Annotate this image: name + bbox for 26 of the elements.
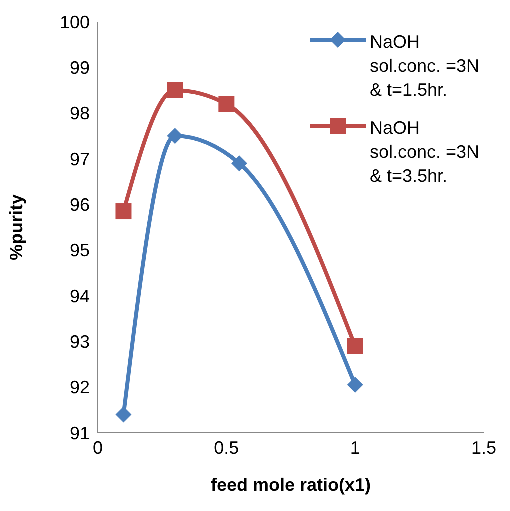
- y-tick-label: 92: [70, 378, 90, 398]
- y-tick-label: 95: [70, 240, 90, 261]
- point: [167, 128, 184, 144]
- x-tick-label: 1: [350, 438, 360, 458]
- y-tick-label: 97: [70, 149, 90, 170]
- point: [347, 338, 364, 354]
- x-axis-title: feed mole ratio(x1): [210, 475, 372, 495]
- point: [116, 204, 132, 220]
- x-tick-label: 1.5: [471, 438, 497, 458]
- point: [232, 156, 248, 172]
- y-axis-title: %purity: [6, 194, 26, 261]
- y-tick-label: 99: [70, 58, 90, 78]
- y-tick-label: 91: [70, 423, 90, 444]
- point: [347, 377, 364, 394]
- x-tick-label: 0.5: [214, 438, 240, 458]
- point: [218, 96, 235, 112]
- y-tick-label: 94: [70, 286, 90, 306]
- x-tick-label: 0: [92, 438, 104, 458]
- point: [116, 406, 132, 423]
- legend-label: NaOH sol.conc. =3N & t=3.5hr.: [370, 117, 480, 188]
- y-tick-label: 96: [70, 195, 90, 216]
- y-tick-label: 100: [60, 12, 90, 32]
- y-tick-label: 98: [70, 104, 90, 124]
- point: [167, 82, 184, 98]
- y-tick-label: 93: [70, 332, 90, 352]
- legend-label: NaOH sol.conc. =3N & t=1.5hr.: [370, 31, 480, 102]
